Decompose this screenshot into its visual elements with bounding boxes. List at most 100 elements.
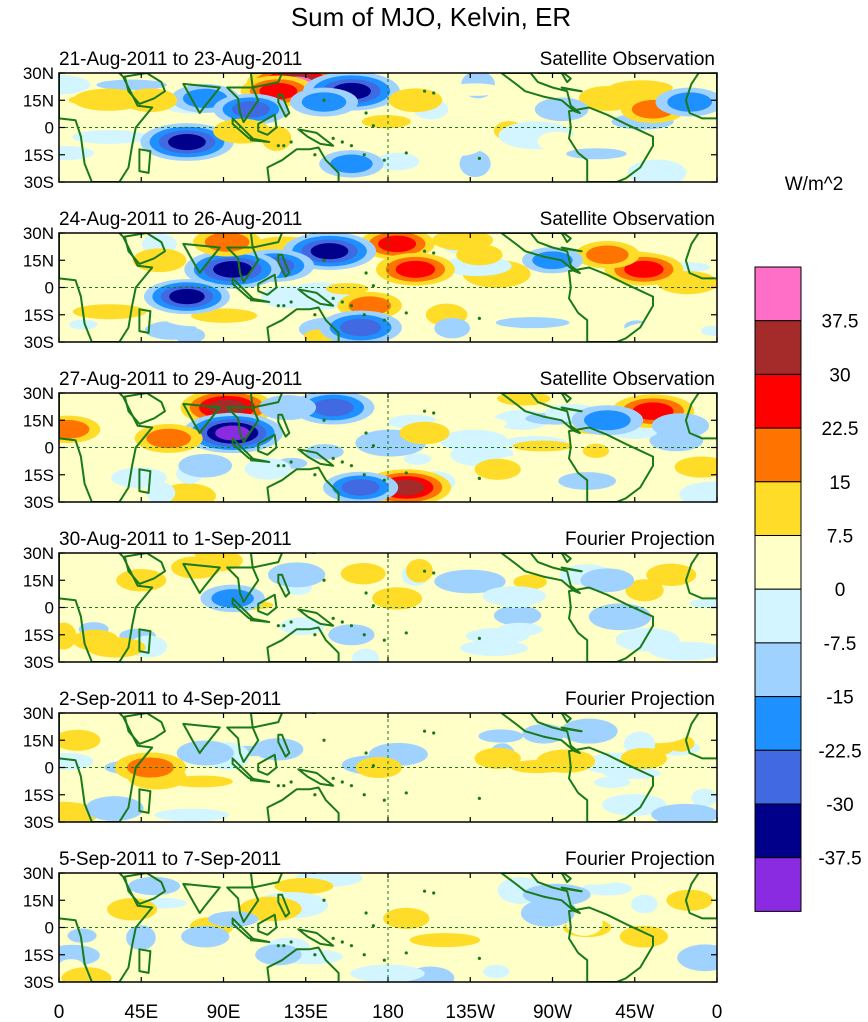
- lon-label: 135E: [284, 1002, 328, 1022]
- texture-patch: [446, 83, 504, 96]
- texture-patch: [59, 146, 94, 161]
- island: [404, 471, 408, 475]
- island: [276, 944, 280, 948]
- lat-label: 0: [45, 759, 54, 778]
- colorbar-label: -7.5: [824, 634, 857, 655]
- island: [364, 111, 368, 115]
- coastline: [257, 113, 278, 136]
- coastline: [231, 917, 254, 940]
- texture-patch: [582, 443, 610, 458]
- coastline: [684, 73, 717, 120]
- island: [432, 91, 436, 95]
- texture-patch: [279, 617, 325, 636]
- colorbar-swatch: [754, 481, 802, 536]
- coastline: [568, 266, 654, 342]
- anomaly-contour: [474, 458, 521, 480]
- island: [313, 473, 317, 477]
- coastline: [123, 73, 166, 105]
- panel-3: 30N 15N 0 15S 30S 27-Aug-2011 to 29-Aug-2011 S…: [23, 369, 718, 512]
- texture-patch: [173, 327, 206, 342]
- anomaly-contour: [107, 898, 158, 921]
- coastline: [59, 553, 154, 662]
- anomaly-contour: [395, 260, 436, 278]
- coastline: [304, 873, 316, 874]
- lat-label: 15S: [24, 306, 54, 325]
- texture-patch: [513, 574, 547, 590]
- texture-patch: [392, 604, 446, 631]
- island: [432, 731, 436, 735]
- island: [313, 153, 317, 157]
- panel-date-range: 24-Aug-2011 to 26-Aug-2011: [59, 209, 302, 230]
- texture-patch: [651, 803, 717, 822]
- coastline: [138, 148, 152, 174]
- island: [282, 624, 286, 628]
- texture-patch: [126, 925, 156, 951]
- island: [331, 776, 335, 781]
- coastline: [231, 597, 254, 620]
- panels-group: 30N 15N 0 15S 30S 21-Aug-2011 to 23-Aug-2011 S…: [23, 49, 718, 992]
- island: [382, 478, 386, 482]
- island: [289, 300, 293, 304]
- panel-source: Satellite Observation: [540, 49, 715, 70]
- island: [364, 271, 368, 275]
- texture-patch: [146, 482, 176, 502]
- figure-title: Sum of MJO, Kelvin, ER: [291, 2, 571, 32]
- coastline: [266, 146, 340, 182]
- anomaly-contour: [646, 563, 697, 586]
- coastline: [500, 873, 581, 914]
- colorbar: 37.5 30 22.5 15 7.5 0 -7.5 -15 -22.5 -30 -37.5: [754, 266, 862, 912]
- coastline: [266, 466, 340, 502]
- coastline: [560, 726, 583, 733]
- coastline: [277, 893, 291, 918]
- texture-patch: [350, 964, 425, 982]
- lon-label: 90W: [533, 1002, 572, 1022]
- texture-patch: [244, 458, 292, 480]
- anomaly-contour: [624, 260, 664, 278]
- coastline: [266, 786, 340, 822]
- texture-patch: [478, 729, 524, 743]
- anomaly-contour: [388, 88, 443, 113]
- island: [422, 569, 427, 573]
- texture-patch: [409, 933, 481, 948]
- panel-2: 30N 15N 0 15S 30S 24-Aug-2011 to 26-Aug-2011 S…: [23, 209, 718, 352]
- coastline: [560, 406, 583, 413]
- coastline: [560, 566, 583, 573]
- island: [282, 464, 286, 468]
- lat-label: 30S: [24, 653, 54, 672]
- colorbar-swatch: [754, 373, 802, 429]
- coastline: [182, 242, 221, 274]
- island: [340, 780, 344, 784]
- coastline: [59, 233, 154, 342]
- panel-date-range: 21-Aug-2011 to 23-Aug-2011: [59, 49, 302, 70]
- island: [349, 944, 354, 948]
- island: [276, 624, 280, 628]
- panel-field: [59, 553, 717, 662]
- panel-source: Satellite Observation: [540, 369, 715, 390]
- island: [432, 411, 436, 415]
- island: [422, 889, 427, 893]
- coastline: [123, 553, 166, 585]
- island: [340, 460, 344, 464]
- island: [432, 571, 436, 575]
- texture-patch: [498, 622, 543, 637]
- anomaly-contour: [146, 428, 192, 449]
- coastline: [138, 948, 152, 974]
- texture-patch: [67, 928, 97, 943]
- coastline: [500, 73, 581, 114]
- lat-label: 30S: [24, 333, 54, 352]
- coastline: [257, 593, 278, 616]
- island: [276, 464, 280, 468]
- anomaly-contour: [348, 296, 392, 315]
- lat-label: 30S: [24, 973, 54, 992]
- anomaly-contour: [61, 967, 112, 982]
- coastline: [123, 713, 166, 745]
- texture-patch: [439, 429, 509, 452]
- coastline: [500, 233, 581, 274]
- island: [362, 633, 366, 637]
- island: [289, 940, 293, 944]
- lon-label: 135W: [445, 1002, 495, 1022]
- coastline: [266, 306, 340, 342]
- anomaly-contour: [176, 740, 234, 766]
- island: [477, 956, 481, 960]
- coastline: [249, 873, 283, 889]
